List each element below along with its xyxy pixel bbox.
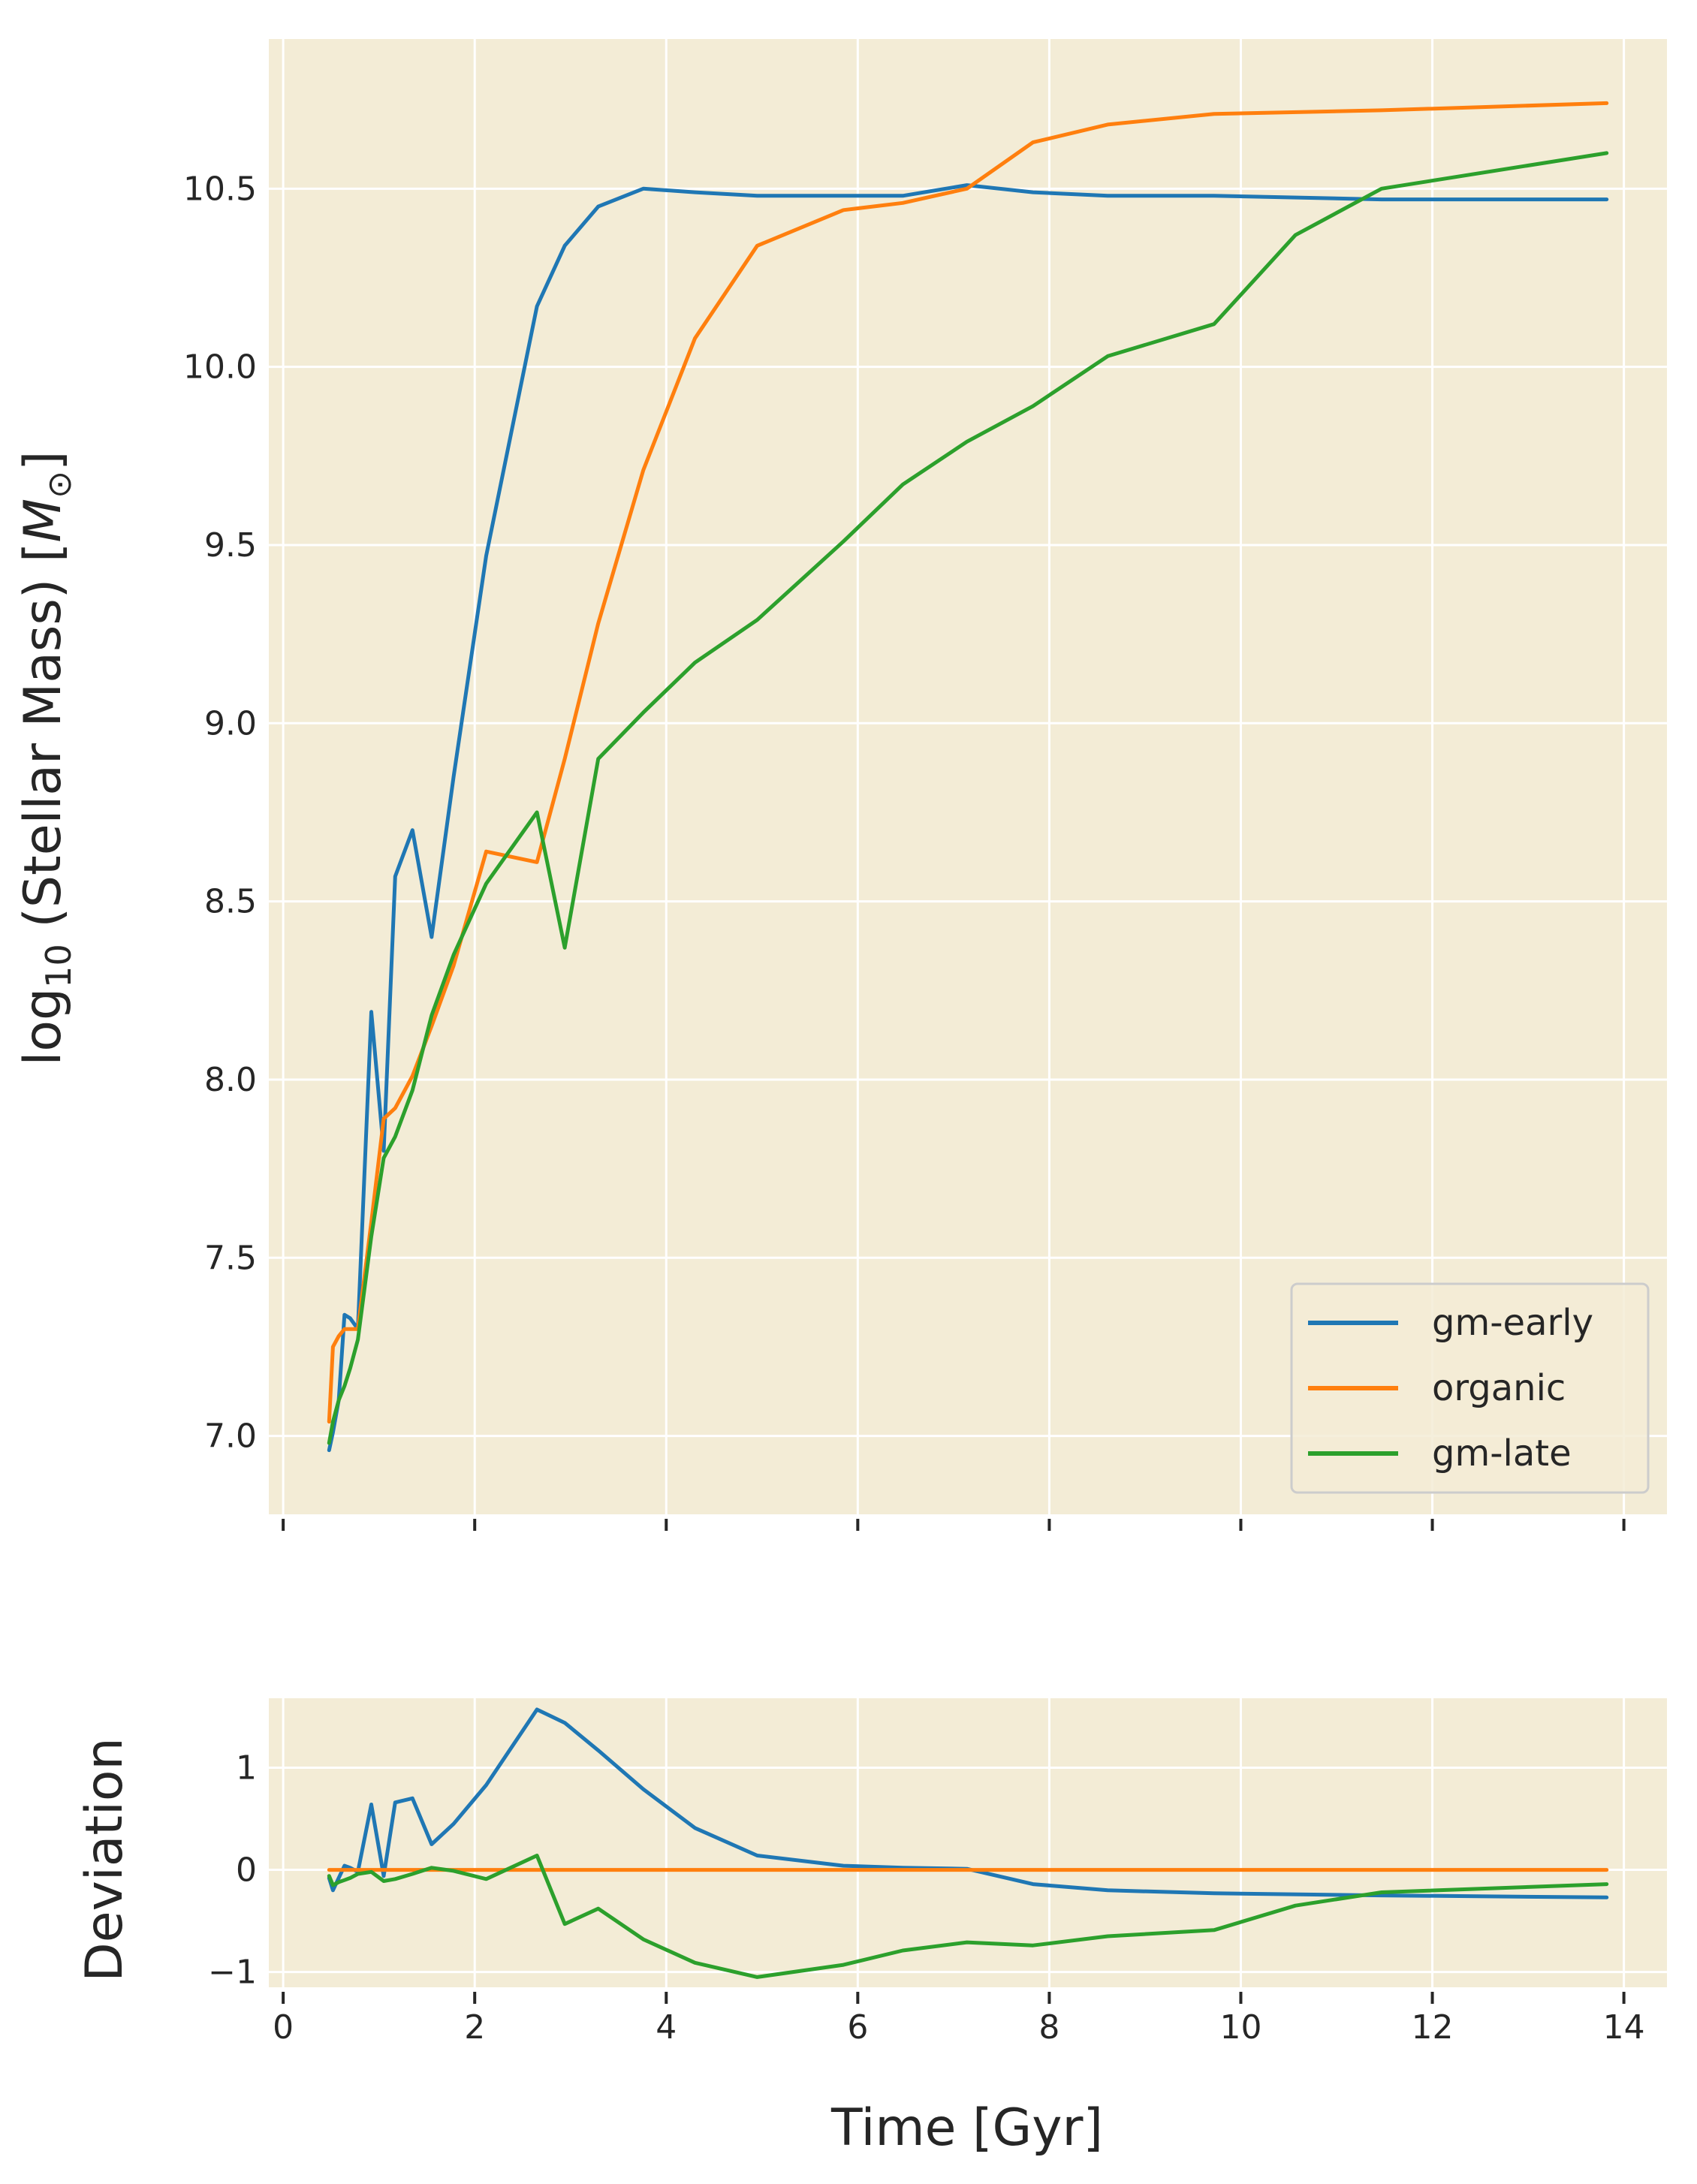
top-y-axis-label: log10 (Stellar Mass) [M⊙] — [14, 451, 79, 1066]
bottom-plot-background — [269, 1698, 1667, 1987]
x-tick-label: 6 — [847, 2008, 868, 2047]
ylabel-log-subscript: 10 — [38, 944, 79, 988]
legend-label-organic: organic — [1432, 1367, 1566, 1409]
x-axis-label: Time [Gyr] — [830, 2098, 1103, 2158]
ylabel-text: (Stellar Mass) [ — [14, 543, 73, 944]
y-tick-label: −1 — [208, 1954, 257, 1992]
y-tick-label: 8.5 — [204, 883, 257, 921]
x-tick-label: 14 — [1603, 2008, 1645, 2047]
x-tick-label: 2 — [464, 2008, 485, 2047]
legend: gm-early organic gm-late — [1290, 1282, 1650, 1494]
ylabel-end: ] — [14, 451, 73, 471]
y-tick-label: 7.0 — [204, 1417, 257, 1456]
series-line-gm-late — [327, 1854, 1609, 1979]
y-tick-label: 9.5 — [204, 526, 257, 565]
bottom-y-axis-label: Deviation — [75, 1737, 134, 1981]
ylabel-unit: M — [14, 499, 73, 543]
y-tick-label: 8.0 — [204, 1061, 257, 1099]
series-line-organic — [327, 101, 1609, 1424]
legend-label-gm-late: gm-late — [1432, 1432, 1572, 1475]
top-x-tick-marks — [282, 1519, 1626, 1531]
legend-frame — [1290, 1282, 1650, 1494]
y-tick-label: 7.5 — [204, 1239, 257, 1277]
x-tick-label: 4 — [656, 2008, 677, 2047]
bottom-x-tick-marks — [282, 1992, 1626, 2004]
top-gridlines — [269, 39, 1667, 1514]
top-plot-background — [269, 39, 1667, 1514]
y-tick-label: 0 — [236, 1851, 257, 1890]
series-line-gm-late — [327, 151, 1609, 1445]
y-tick-label: 10.5 — [183, 170, 257, 208]
legend-label-gm-early: gm-early — [1432, 1302, 1593, 1344]
y-tick-label: 10.0 — [183, 348, 257, 387]
bottom-y-tick-labels: −1 0 1 — [208, 1749, 257, 1992]
bottom-x-tick-labels: 0 2 4 6 8 10 12 14 — [273, 2008, 1644, 2047]
stellar-mass-panel: 7.0 7.5 8.0 8.5 9.0 9.5 10.0 10.5 log10 (Stella… — [14, 39, 1667, 1531]
y-tick-label: 9.0 — [204, 704, 257, 743]
series-line-gm-early — [327, 183, 1609, 1453]
deviation-panel: 0 2 4 6 8 10 12 14 −1 0 1 Deviation Time [Gyr] — [75, 1698, 1667, 2158]
top-y-tick-labels: 7.0 7.5 8.0 8.5 9.0 9.5 10.0 10.5 — [183, 170, 257, 1455]
y-tick-label: 1 — [236, 1749, 257, 1788]
ylabel-log: log — [14, 988, 73, 1066]
top-series-lines — [327, 101, 1609, 1453]
ylabel-unit-subscript: ⊙ — [41, 471, 79, 499]
x-tick-label: 0 — [273, 2008, 294, 2047]
x-tick-label: 10 — [1219, 2008, 1261, 2047]
bottom-series-lines — [327, 1707, 1609, 1979]
x-tick-label: 8 — [1038, 2008, 1059, 2047]
x-tick-label: 12 — [1412, 2008, 1454, 2047]
